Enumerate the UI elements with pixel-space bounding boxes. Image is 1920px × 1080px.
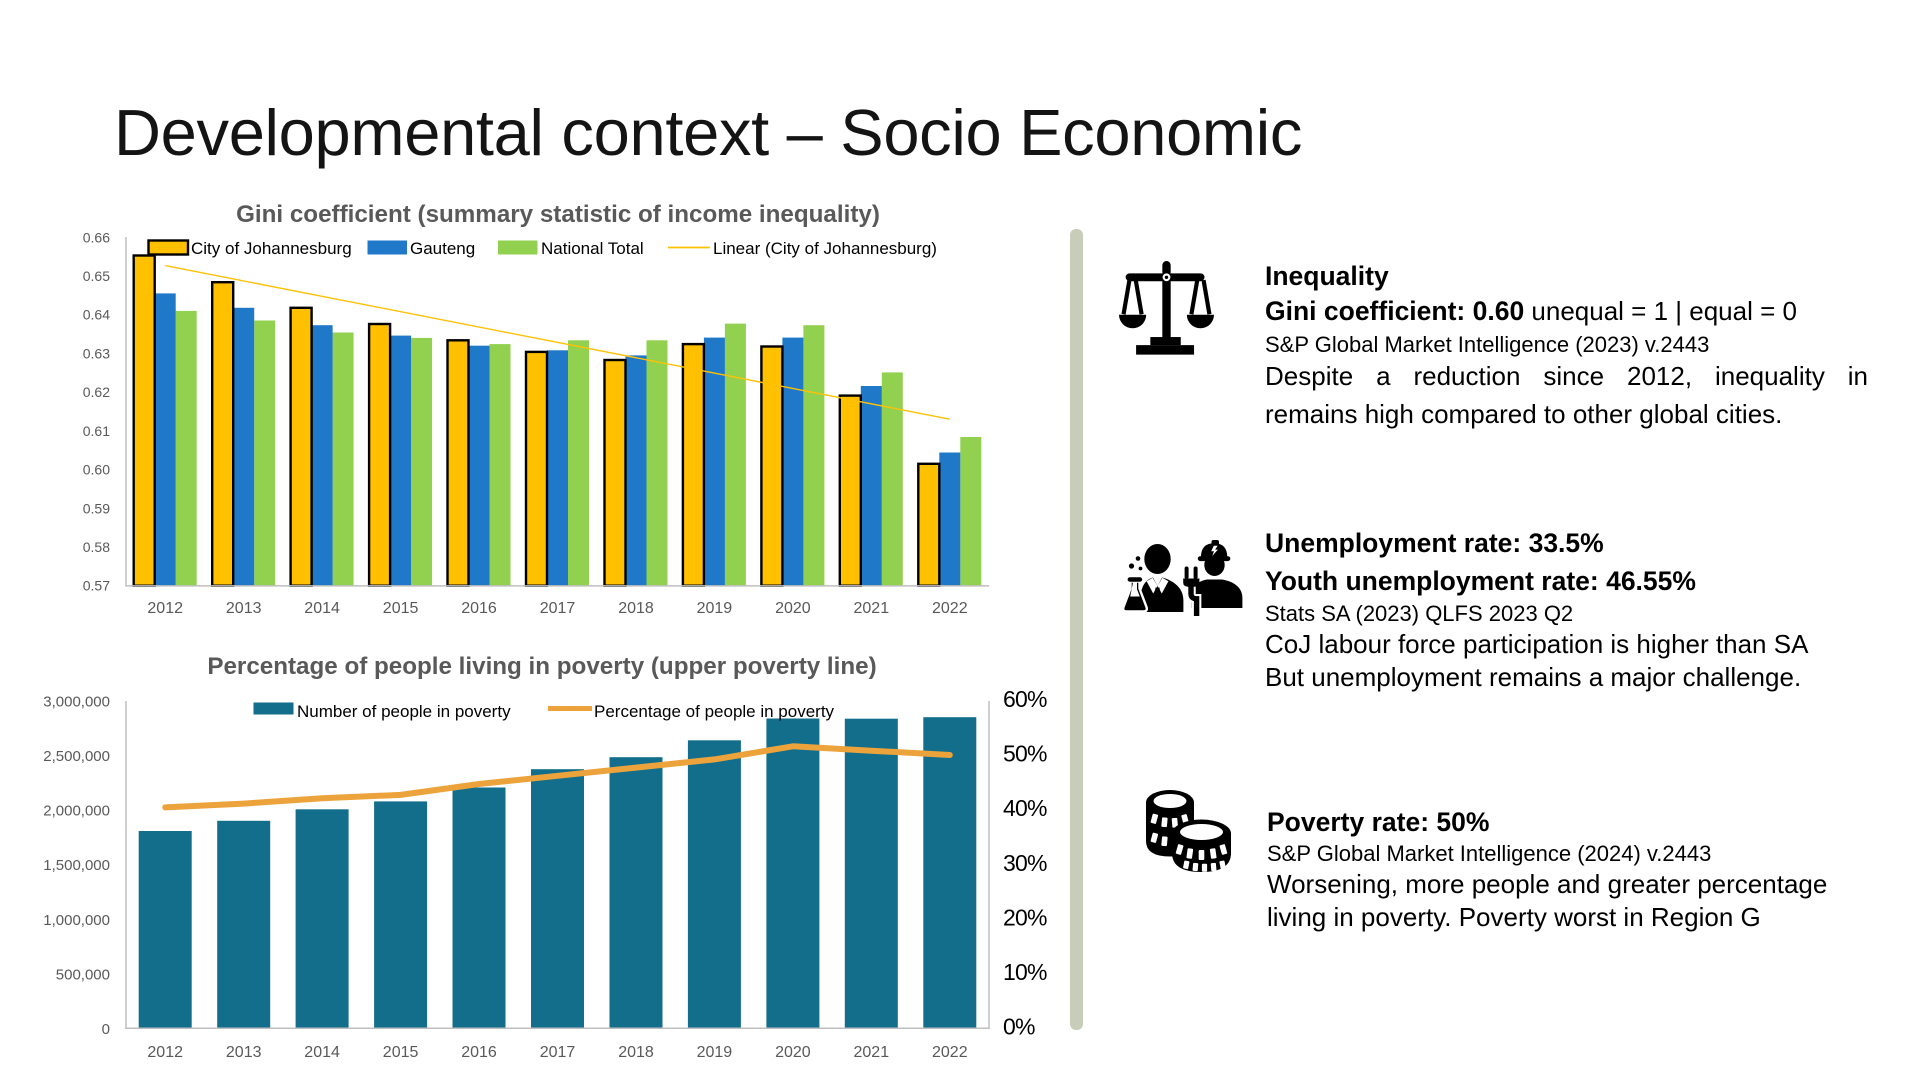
svg-text:2021: 2021 (854, 1044, 890, 1061)
svg-text:0%: 0% (1003, 1014, 1035, 1040)
svg-text:40%: 40% (1003, 795, 1047, 821)
svg-text:2020: 2020 (775, 1044, 811, 1061)
svg-text:Percentage of people in povert: Percentage of people in poverty (594, 702, 835, 721)
svg-text:2,500,000: 2,500,000 (43, 748, 110, 765)
svg-text:50%: 50% (1003, 741, 1047, 767)
svg-text:2013: 2013 (226, 1044, 262, 1061)
svg-text:Gauteng: Gauteng (410, 239, 475, 258)
svg-text:City of Johannesburg: City of Johannesburg (191, 239, 352, 258)
svg-text:0.65: 0.65 (83, 268, 110, 284)
svg-text:2016: 2016 (461, 1044, 497, 1061)
svg-text:20%: 20% (1003, 904, 1047, 930)
svg-text:60%: 60% (1003, 686, 1047, 712)
svg-text:0.64: 0.64 (83, 307, 110, 323)
svg-text:2016: 2016 (461, 600, 497, 617)
svg-text:2022: 2022 (932, 600, 968, 617)
svg-text:2022: 2022 (932, 1044, 968, 1061)
svg-text:National Total: National Total (541, 239, 644, 258)
svg-text:0: 0 (102, 1021, 110, 1038)
svg-text:0.63: 0.63 (83, 345, 110, 361)
svg-text:2017: 2017 (540, 1044, 576, 1061)
svg-text:2015: 2015 (383, 1044, 419, 1061)
svg-text:0.60: 0.60 (83, 462, 110, 478)
svg-text:10%: 10% (1003, 959, 1047, 985)
svg-text:2012: 2012 (147, 1044, 183, 1061)
svg-text:30%: 30% (1003, 850, 1047, 876)
svg-text:0.57: 0.57 (83, 578, 110, 594)
svg-text:2014: 2014 (304, 1044, 340, 1061)
svg-text:2015: 2015 (383, 600, 419, 617)
svg-text:0.66: 0.66 (83, 229, 110, 245)
svg-text:0.59: 0.59 (83, 500, 110, 516)
svg-text:0.58: 0.58 (83, 539, 110, 555)
svg-text:2018: 2018 (618, 1044, 654, 1061)
svg-text:2021: 2021 (854, 600, 890, 617)
svg-text:2018: 2018 (618, 600, 654, 617)
svg-text:2020: 2020 (775, 600, 811, 617)
svg-text:0.62: 0.62 (83, 384, 110, 400)
svg-text:0.61: 0.61 (83, 423, 110, 439)
svg-text:2013: 2013 (226, 600, 262, 617)
svg-text:Gini coefficient (summary stat: Gini coefficient (summary statistic of i… (236, 201, 880, 228)
svg-text:2012: 2012 (147, 600, 183, 617)
svg-text:2014: 2014 (304, 600, 340, 617)
svg-text:Percentage of people living in: Percentage of people living in poverty (… (207, 653, 876, 680)
svg-text:1,000,000: 1,000,000 (43, 912, 110, 929)
svg-text:2,000,000: 2,000,000 (43, 803, 110, 820)
svg-text:3,000,000: 3,000,000 (43, 694, 110, 711)
svg-text:2017: 2017 (540, 600, 576, 617)
svg-text:Number of people in poverty: Number of people in poverty (297, 702, 511, 721)
svg-text:2019: 2019 (697, 1044, 733, 1061)
svg-text:2019: 2019 (697, 600, 733, 617)
svg-text:500,000: 500,000 (56, 966, 110, 983)
svg-text:Linear (City of Johannesburg): Linear (City of Johannesburg) (713, 239, 937, 258)
svg-text:1,500,000: 1,500,000 (43, 857, 110, 874)
